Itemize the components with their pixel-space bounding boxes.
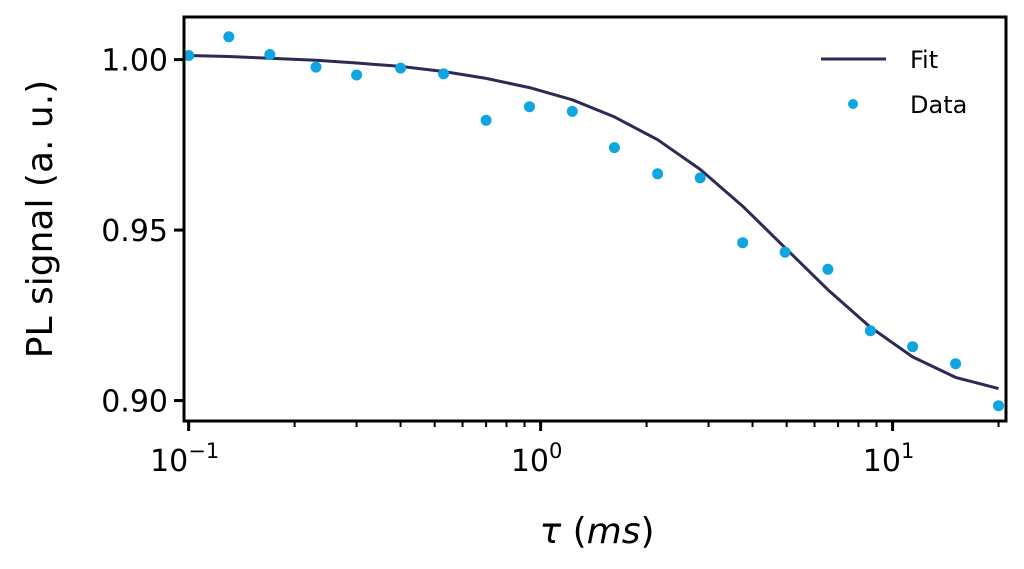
legend: Fit Data xyxy=(821,46,967,119)
x-axis-label: τ (ms) xyxy=(539,511,654,552)
data-point xyxy=(694,172,706,184)
x-tick-label: 10−1 xyxy=(150,439,219,479)
data-point xyxy=(652,168,664,180)
data-point xyxy=(907,341,919,353)
data-point xyxy=(438,68,450,80)
data-point xyxy=(993,400,1004,412)
data-point xyxy=(183,50,195,61)
y-tick-label: 0.90 xyxy=(101,385,168,420)
x-tick-label: 100 xyxy=(511,439,563,479)
fit-line xyxy=(188,54,999,391)
chart-marks xyxy=(183,31,1004,412)
data-point xyxy=(310,61,322,73)
legend-data-swatch xyxy=(848,99,858,109)
data-point xyxy=(264,49,276,60)
data-point xyxy=(737,237,749,249)
data-point xyxy=(779,246,791,258)
x-tick-label: 101 xyxy=(863,439,915,479)
data-point xyxy=(864,325,876,337)
data-point xyxy=(950,358,962,370)
data-point xyxy=(608,142,620,154)
y-tick-label: 0.95 xyxy=(101,214,168,249)
data-point xyxy=(395,62,407,74)
y-tick-label: 1.00 xyxy=(101,44,168,79)
y-axis-label: PL signal (a. u.) xyxy=(20,80,61,358)
data-point xyxy=(223,31,235,43)
data-point xyxy=(822,263,834,275)
legend-data-label: Data xyxy=(910,91,967,119)
data-point xyxy=(351,69,363,81)
plot-frame xyxy=(182,15,1008,423)
axis-ticks: 0.90 0.95 1.00 10−1 100 101 xyxy=(101,44,1000,479)
data-point xyxy=(480,114,492,126)
data-point xyxy=(566,105,578,117)
data-point xyxy=(524,101,535,113)
legend-fit-label: Fit xyxy=(910,46,938,74)
